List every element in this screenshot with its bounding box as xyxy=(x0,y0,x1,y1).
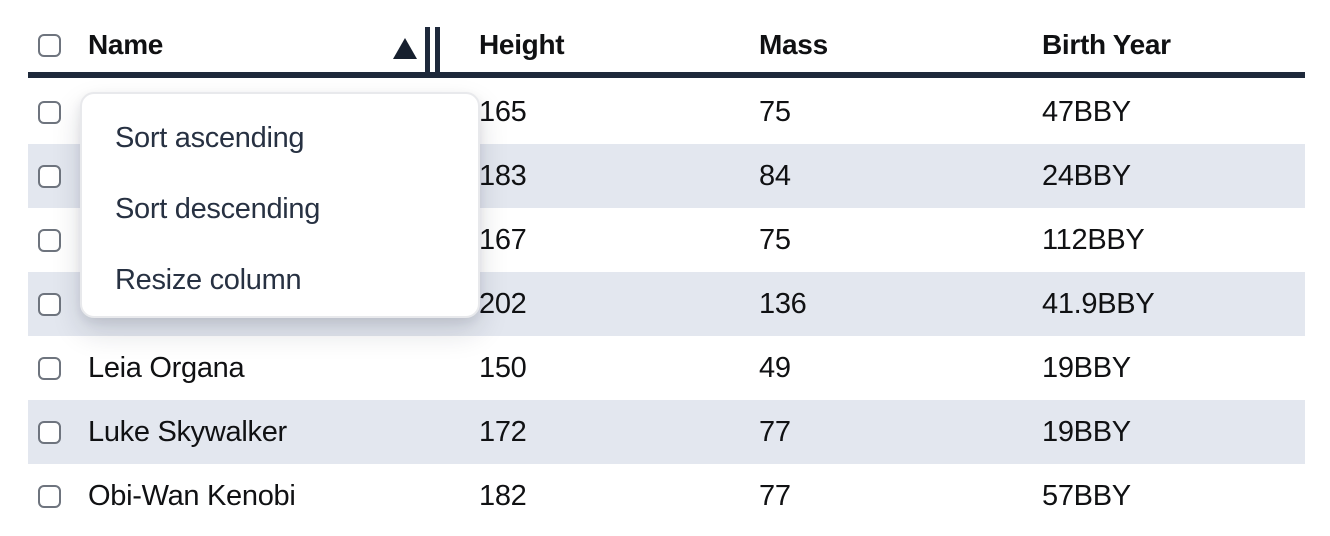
row-checkbox[interactable] xyxy=(38,420,61,444)
cell-birth-year: 47BBY xyxy=(1042,95,1131,128)
column-header-height[interactable]: Height xyxy=(479,29,565,60)
menu-item-sort-ascending[interactable]: Sort ascending xyxy=(115,122,305,154)
cell-birth-year: 112BBY xyxy=(1042,223,1145,256)
column-header-birth-year[interactable]: Birth Year xyxy=(1042,29,1171,60)
cell-mass: 84 xyxy=(759,159,791,192)
cell-mass: 75 xyxy=(759,223,791,256)
cell-birth-year: 19BBY xyxy=(1042,351,1131,384)
menu-item-resize-column[interactable]: Resize column xyxy=(115,264,302,296)
table-row: Luke Skywalker 172 77 19BBY xyxy=(28,400,1305,464)
select-all-checkbox[interactable] xyxy=(38,33,61,57)
cell-height: 167 xyxy=(479,223,527,256)
cell-birth-year: 57BBY xyxy=(1042,479,1131,512)
cell-mass: 49 xyxy=(759,351,791,384)
cell-name: Leia Organa xyxy=(88,351,245,384)
table-header-row: Name Height Mass Birth Year xyxy=(28,0,1305,78)
cell-birth-year: 24BBY xyxy=(1042,159,1131,192)
cell-mass: 136 xyxy=(759,287,807,320)
resize-bar xyxy=(435,27,440,73)
table-row: 167 75 112BBY xyxy=(28,208,1305,272)
cell-name: Luke Skywalker xyxy=(88,415,287,448)
cell-height: 202 xyxy=(479,287,527,320)
row-checkbox[interactable] xyxy=(38,164,61,188)
cell-mass: 75 xyxy=(759,95,791,128)
sort-ascending-icon xyxy=(393,38,417,59)
cell-height: 182 xyxy=(479,479,527,512)
cell-height: 183 xyxy=(479,159,527,192)
cell-mass: 77 xyxy=(759,415,791,448)
resize-bar xyxy=(425,27,430,73)
cell-height: 172 xyxy=(479,415,527,448)
header-checkbox-cell xyxy=(28,33,88,57)
row-checkbox[interactable] xyxy=(38,100,61,124)
cell-birth-year: 19BBY xyxy=(1042,415,1131,448)
column-header-mass[interactable]: Mass xyxy=(759,29,828,60)
row-checkbox[interactable] xyxy=(38,484,61,508)
table-row: 165 75 47BBY xyxy=(28,80,1305,144)
column-resize-handle-icon[interactable] xyxy=(425,27,440,73)
row-checkbox[interactable] xyxy=(38,292,61,316)
table-row: Obi-Wan Kenobi 182 77 57BBY xyxy=(28,464,1305,511)
cell-name: Obi-Wan Kenobi xyxy=(88,479,296,512)
table-row: Leia Organa 150 49 19BBY xyxy=(28,336,1305,400)
cell-height: 165 xyxy=(479,95,527,128)
column-header-name[interactable]: Name xyxy=(88,29,164,60)
row-checkbox[interactable] xyxy=(38,356,61,380)
column-context-menu: Sort ascending Sort descending Resize co… xyxy=(80,92,480,318)
cell-height: 150 xyxy=(479,351,527,384)
row-checkbox[interactable] xyxy=(38,228,61,252)
cell-mass: 77 xyxy=(759,479,791,512)
menu-item-sort-descending[interactable]: Sort descending xyxy=(115,193,321,225)
cell-birth-year: 41.9BBY xyxy=(1042,287,1155,320)
